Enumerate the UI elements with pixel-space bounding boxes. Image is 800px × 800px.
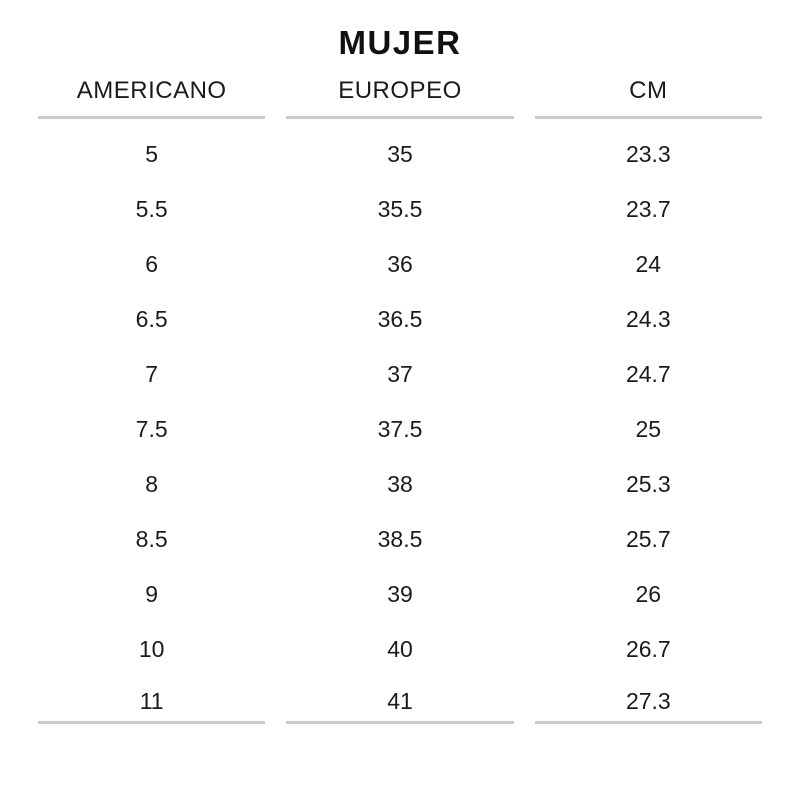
table-cell: 25.3	[625, 471, 671, 497]
table-cell: 23.3	[625, 141, 671, 167]
table-cell: 27.3	[534, 669, 762, 724]
table-cell: 38	[387, 471, 413, 497]
table-cell: 36	[387, 251, 413, 277]
table-cell: 5	[145, 141, 159, 167]
table-cell: 26	[635, 581, 662, 607]
table-cell: 6	[145, 251, 159, 277]
table-cell: 24	[635, 251, 662, 277]
table-cell: 5.5	[135, 196, 168, 222]
table-cell: 9	[145, 581, 159, 607]
table-cell: 37.5	[377, 416, 423, 442]
table-cell: 25.7	[625, 526, 671, 552]
table-cell: 24.3	[625, 306, 671, 332]
size-conversion-table: AMERICANO EUROPEO CM 5 35 23.3 5.5 35.5 …	[38, 62, 762, 724]
table-cell: 7.5	[135, 416, 168, 442]
table-cell: 35	[387, 141, 413, 167]
table-cell: 37	[387, 361, 413, 387]
table-cell: 36.5	[377, 306, 423, 332]
table-cell: 11	[38, 669, 266, 724]
table-cell: 41	[286, 669, 514, 724]
table-cell: 40	[387, 636, 413, 662]
column-header-europeo: EUROPEO	[286, 62, 514, 119]
column-header-cm: CM	[534, 62, 762, 119]
table-cell: 8	[145, 471, 159, 497]
table-cell: 26.7	[625, 636, 671, 662]
table-cell: 35.5	[377, 196, 423, 222]
table-cell: 39	[387, 581, 413, 607]
page-title: MUJER	[338, 24, 462, 61]
table-cell: 10	[138, 636, 165, 662]
table-cell: 6.5	[135, 306, 168, 332]
table-cell: 24.7	[625, 361, 671, 387]
table-cell: 38.5	[377, 526, 423, 552]
column-header-americano: AMERICANO	[38, 62, 266, 119]
table-cell: 23.7	[625, 196, 671, 222]
table-cell: 7	[145, 361, 159, 387]
table-cell: 8.5	[135, 526, 168, 552]
table-cell: 25	[635, 416, 662, 442]
